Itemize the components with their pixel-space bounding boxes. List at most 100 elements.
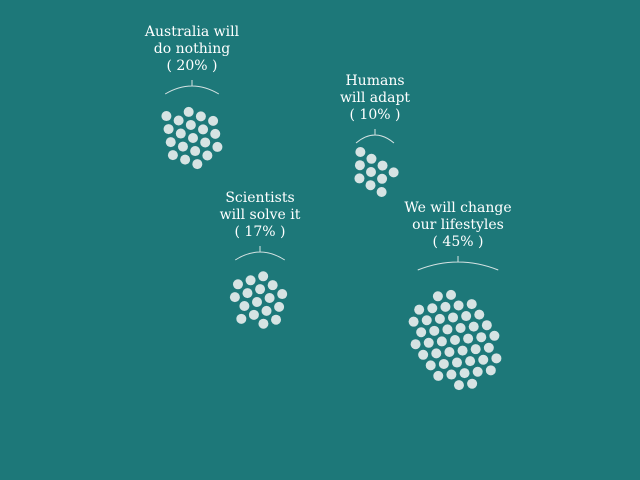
dot xyxy=(365,180,376,191)
bracket xyxy=(417,256,499,271)
dot xyxy=(195,111,206,122)
dot xyxy=(474,309,485,320)
dot xyxy=(264,293,275,304)
dot xyxy=(410,339,421,350)
dot xyxy=(239,300,250,311)
dot xyxy=(455,323,466,334)
dot xyxy=(167,150,178,161)
dot xyxy=(190,146,201,157)
dot xyxy=(354,160,365,171)
dot xyxy=(491,353,502,364)
dot xyxy=(377,160,388,171)
dot xyxy=(450,335,460,345)
dot xyxy=(444,346,455,357)
dot xyxy=(267,280,278,291)
category-label: Australia will do nothing xyxy=(144,24,240,57)
dot xyxy=(468,321,479,332)
dot xyxy=(459,368,470,379)
dot xyxy=(258,318,269,329)
dot xyxy=(453,300,464,311)
dot xyxy=(261,305,272,316)
dot xyxy=(432,291,443,302)
dot xyxy=(466,299,477,310)
dot xyxy=(242,288,253,299)
dot xyxy=(427,303,438,314)
dot xyxy=(366,153,377,164)
dot xyxy=(478,354,489,365)
dot xyxy=(248,309,259,320)
dot xyxy=(245,275,256,286)
value-label: ( 10% ) xyxy=(349,107,401,123)
dot xyxy=(198,124,209,135)
dot xyxy=(470,344,481,355)
dot xyxy=(463,333,474,344)
dot xyxy=(183,106,194,117)
dot xyxy=(236,313,247,324)
dot xyxy=(175,128,186,139)
dot xyxy=(472,366,483,377)
dot xyxy=(483,342,494,353)
dot xyxy=(258,271,269,282)
dot xyxy=(442,324,453,335)
dot xyxy=(438,358,449,369)
dot xyxy=(446,289,457,300)
dot xyxy=(161,111,172,122)
dot xyxy=(457,345,468,356)
dot xyxy=(446,369,457,380)
dot xyxy=(274,301,285,312)
dot xyxy=(408,316,419,327)
dot xyxy=(429,325,440,336)
dot xyxy=(425,360,436,371)
dot xyxy=(418,349,429,360)
dot xyxy=(229,292,240,303)
dot xyxy=(163,124,174,135)
dot xyxy=(354,173,365,184)
dot xyxy=(434,313,445,324)
dot xyxy=(271,314,282,325)
dot xyxy=(461,311,472,322)
dot xyxy=(188,133,198,143)
dot xyxy=(185,119,196,130)
dot xyxy=(202,150,213,161)
dot xyxy=(440,301,451,312)
dot xyxy=(448,312,459,323)
dot xyxy=(355,147,366,158)
dot xyxy=(177,141,188,152)
dot xyxy=(423,337,434,348)
category-label: We will change our lifestyles xyxy=(404,200,512,233)
dot xyxy=(476,332,487,343)
dot xyxy=(210,128,221,139)
dot xyxy=(212,141,223,152)
dot xyxy=(416,327,427,338)
bracket xyxy=(164,80,220,95)
dot xyxy=(376,186,387,197)
dot xyxy=(481,320,492,331)
value-label: ( 20% ) xyxy=(166,58,218,74)
dot xyxy=(431,348,442,359)
dot xyxy=(192,159,203,170)
dot xyxy=(467,378,478,389)
dot xyxy=(252,297,262,307)
dot xyxy=(200,137,211,148)
dot xyxy=(277,289,288,300)
dot xyxy=(388,167,399,178)
value-label: ( 45% ) xyxy=(432,234,484,250)
dot xyxy=(165,137,176,148)
dot xyxy=(180,154,191,165)
category-label: Scientists will solve it xyxy=(219,190,301,223)
dot xyxy=(421,315,432,326)
dot xyxy=(232,279,243,290)
dot xyxy=(451,357,462,368)
dot xyxy=(255,284,266,295)
bracket xyxy=(234,246,286,261)
value-label: ( 17% ) xyxy=(234,224,286,240)
dot xyxy=(433,370,444,381)
dot xyxy=(208,115,219,126)
dot xyxy=(489,330,500,341)
dot xyxy=(366,167,376,177)
dot xyxy=(377,173,388,184)
dot xyxy=(465,356,476,367)
dot xyxy=(173,115,184,126)
